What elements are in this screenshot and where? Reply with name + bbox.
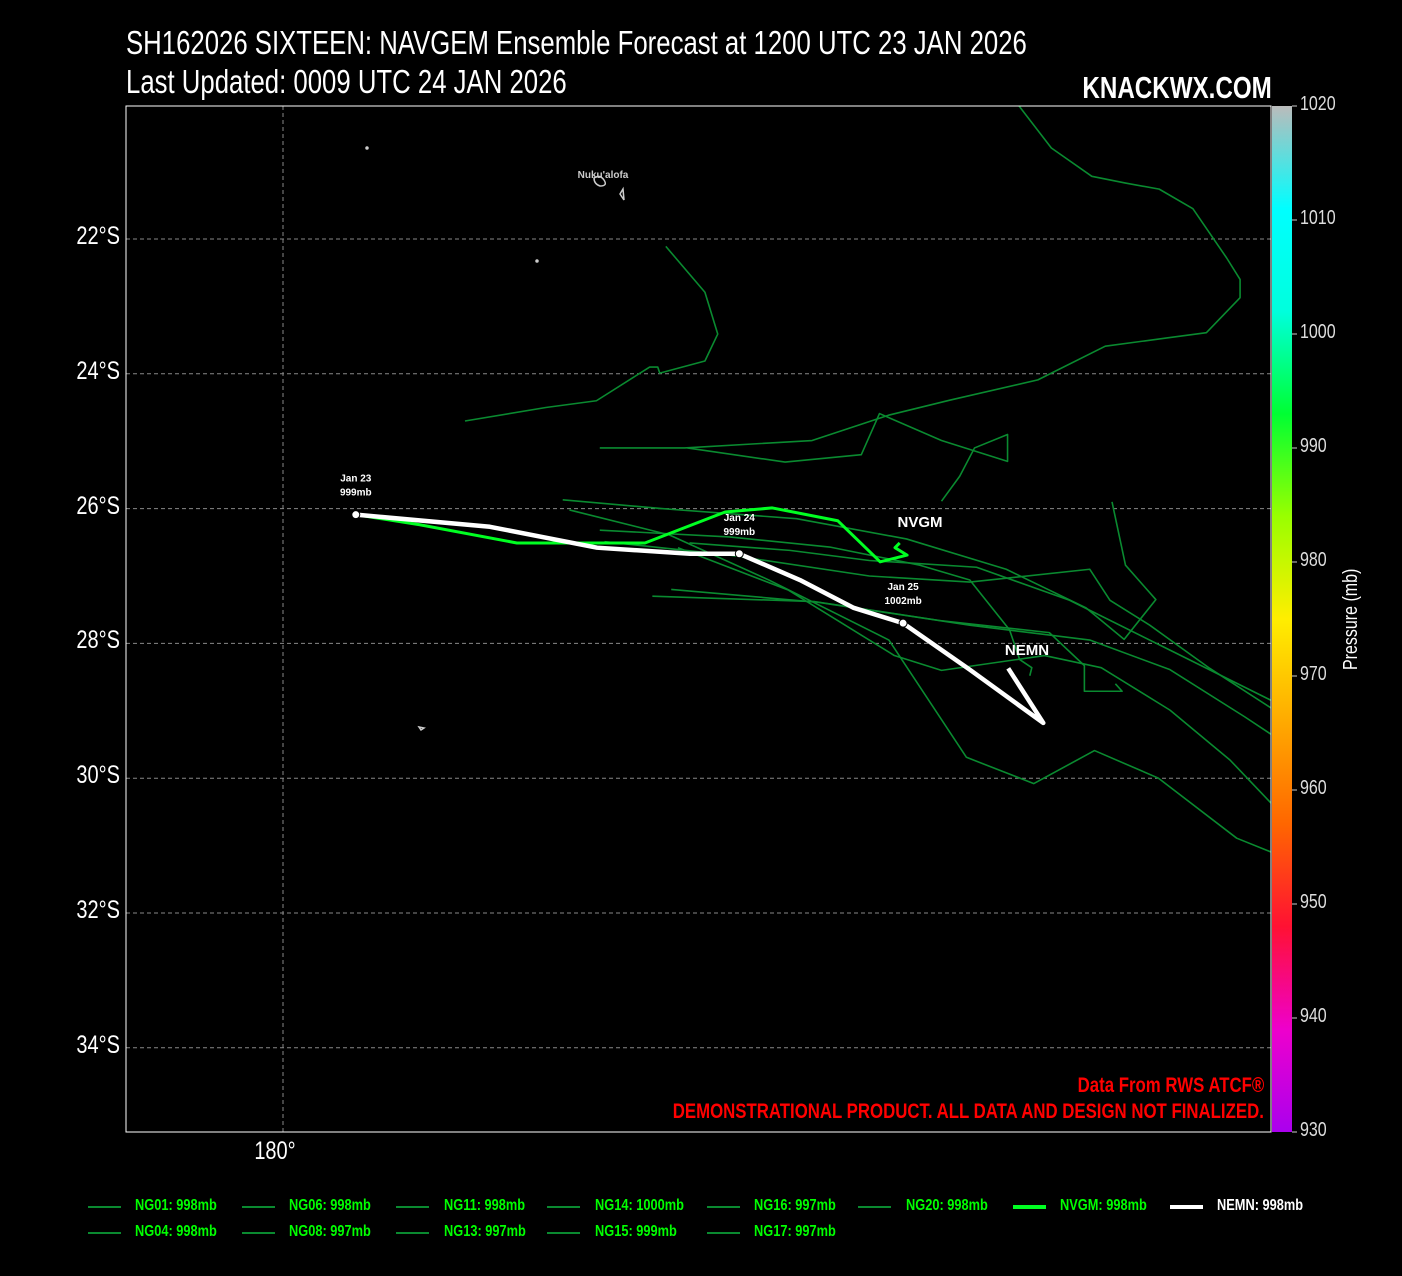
legend-item: NG01: 998mb bbox=[135, 1197, 217, 1214]
lat-tick: 22°S bbox=[76, 222, 120, 250]
legend-swatch bbox=[396, 1232, 429, 1234]
forecast-point-marker bbox=[734, 549, 744, 559]
brand-logo: KNACKWX.COM bbox=[1082, 70, 1272, 105]
colorbar-tick: 960 bbox=[1300, 777, 1327, 799]
legend-swatch bbox=[547, 1232, 580, 1234]
legend-item: NG06: 998mb bbox=[289, 1197, 371, 1214]
colorbar-tick: 940 bbox=[1300, 1005, 1327, 1027]
legend-item: NG08: 997mb bbox=[289, 1223, 371, 1240]
legend-item: NG14: 1000mb bbox=[595, 1197, 684, 1214]
place-label: Nuku'alofa bbox=[578, 170, 629, 181]
forecast-point-marker bbox=[351, 510, 361, 520]
annotation-date: Jan 25 bbox=[888, 582, 920, 593]
chart-title: SH162026 SIXTEEN: NAVGEM Ensemble Foreca… bbox=[126, 24, 1027, 61]
disclaimer: DEMONSTRATIONAL PRODUCT. ALL DATA AND DE… bbox=[672, 1100, 1264, 1123]
colorbar-tick: 980 bbox=[1300, 549, 1327, 571]
annotation-pressure: 1002mb bbox=[884, 596, 921, 607]
ensemble-member-track bbox=[599, 106, 1241, 449]
legend-item: NG17: 997mb bbox=[754, 1223, 836, 1240]
legend-swatch bbox=[1170, 1205, 1203, 1209]
lon-tick: 180° bbox=[254, 1137, 296, 1165]
ensemble-member-track bbox=[652, 595, 1123, 693]
colorbar bbox=[1272, 106, 1292, 1132]
lat-tick: 30°S bbox=[76, 761, 120, 790]
last-updated: Last Updated: 0009 UTC 24 JAN 2026 bbox=[126, 63, 567, 100]
nemn-track bbox=[355, 512, 1046, 726]
colorbar-tick: 950 bbox=[1300, 891, 1327, 913]
ensemble-member-track bbox=[464, 245, 719, 422]
nvgm-track bbox=[355, 506, 909, 564]
annotation-date: Jan 24 bbox=[724, 513, 756, 524]
gridlines bbox=[126, 106, 1271, 1132]
annotation-date: Jan 23 bbox=[340, 474, 372, 485]
nemn-label: NEMN bbox=[1005, 642, 1049, 659]
ensemble-member-track bbox=[599, 529, 1033, 676]
ensemble-member-track bbox=[604, 540, 1271, 709]
lat-tick: 28°S bbox=[76, 626, 120, 655]
colorbar-tick: 990 bbox=[1300, 435, 1327, 457]
ensemble-member-track bbox=[562, 499, 1157, 641]
legend-swatch bbox=[396, 1206, 429, 1208]
legend-swatch bbox=[242, 1232, 275, 1234]
lat-tick: 32°S bbox=[76, 896, 120, 924]
legend-swatch bbox=[88, 1206, 121, 1208]
legend-swatch bbox=[1013, 1205, 1046, 1209]
legend-swatch bbox=[707, 1206, 740, 1208]
nvgm-label: NVGM bbox=[898, 514, 943, 531]
legend-item: NEMN: 998mb bbox=[1217, 1197, 1304, 1214]
legend-item: NG16: 997mb bbox=[754, 1197, 836, 1214]
island-nukualofa bbox=[365, 146, 625, 732]
forecast-point-marker bbox=[898, 618, 908, 628]
lat-tick: 24°S bbox=[76, 356, 120, 385]
lat-tick: 34°S bbox=[76, 1030, 120, 1059]
legend-swatch bbox=[242, 1206, 275, 1208]
colorbar-tick: 970 bbox=[1300, 663, 1327, 685]
legend-swatch bbox=[88, 1232, 121, 1234]
legend-swatch bbox=[858, 1206, 891, 1208]
legend-swatch bbox=[547, 1206, 580, 1208]
annotation-pressure: 999mb bbox=[723, 527, 755, 538]
ensemble-member-track bbox=[677, 546, 1271, 805]
data-source: Data From RWS ATCF® bbox=[1077, 1074, 1264, 1097]
legend-swatch bbox=[707, 1232, 740, 1234]
colorbar-tick: 1000 bbox=[1300, 321, 1336, 343]
ensemble-member-track bbox=[687, 412, 1009, 502]
colorbar-tick: 1010 bbox=[1300, 207, 1336, 229]
legend-item: NG20: 998mb bbox=[906, 1197, 988, 1214]
legend-item: NG04: 998mb bbox=[135, 1223, 217, 1240]
legend-item: NVGM: 998mb bbox=[1060, 1197, 1147, 1214]
annotation-pressure: 999mb bbox=[340, 488, 372, 499]
ensemble-member-track bbox=[689, 542, 1271, 702]
colorbar-label: Pressure (mb) bbox=[1340, 568, 1362, 670]
legend-item: NG13: 997mb bbox=[444, 1223, 526, 1240]
legend-item: NG15: 999mb bbox=[595, 1223, 677, 1240]
lat-tick: 26°S bbox=[76, 491, 120, 520]
colorbar-tick: 930 bbox=[1300, 1119, 1327, 1141]
legend-item: NG11: 998mb bbox=[444, 1197, 526, 1214]
colorbar-tick: 1020 bbox=[1300, 93, 1336, 115]
plot-frame bbox=[125, 105, 1272, 1133]
